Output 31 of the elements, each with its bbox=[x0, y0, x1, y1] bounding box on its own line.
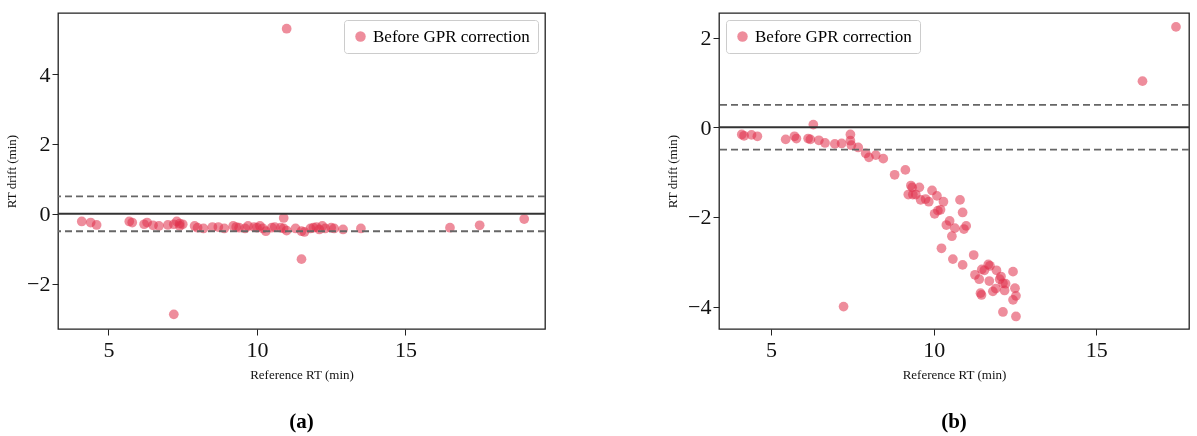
y-axis-title: RT drift (min) bbox=[4, 134, 20, 209]
x-tick-label: 15 bbox=[394, 336, 417, 362]
x-axis-title: Reference RT (min) bbox=[902, 366, 1007, 382]
point bbox=[445, 222, 455, 233]
legend-label: Before GPR correction bbox=[373, 26, 531, 46]
point bbox=[76, 216, 87, 227]
point bbox=[91, 220, 102, 230]
point bbox=[281, 23, 292, 34]
x-tick-label: 15 bbox=[1085, 336, 1108, 362]
point bbox=[168, 309, 179, 320]
legend-label: Before GPR correction bbox=[755, 26, 913, 46]
point bbox=[154, 221, 164, 231]
y-tick-label: −4 bbox=[688, 294, 712, 320]
x-tick-label: 5 bbox=[766, 336, 778, 362]
y-tick-label: −2 bbox=[27, 271, 51, 297]
x-tick-label: 10 bbox=[246, 336, 269, 362]
text: (a) bbox=[289, 409, 314, 433]
y-tick-label: 2 bbox=[39, 131, 51, 157]
point bbox=[519, 214, 530, 224]
point bbox=[474, 220, 485, 231]
x-axis-title: Reference RT (min) bbox=[250, 366, 354, 382]
y-tick-label: 0 bbox=[700, 114, 712, 140]
text: (b) bbox=[941, 409, 967, 433]
y-tick-label: 0 bbox=[39, 201, 51, 227]
y-axis-title: RT drift (min) bbox=[665, 134, 681, 209]
x-tick-label: 5 bbox=[103, 336, 115, 362]
point bbox=[296, 254, 307, 265]
y-tick-label: 4 bbox=[39, 61, 51, 87]
y-tick-label: −2 bbox=[688, 204, 712, 230]
y-tick-label: 2 bbox=[700, 25, 712, 51]
x-tick-label: 10 bbox=[923, 336, 946, 362]
